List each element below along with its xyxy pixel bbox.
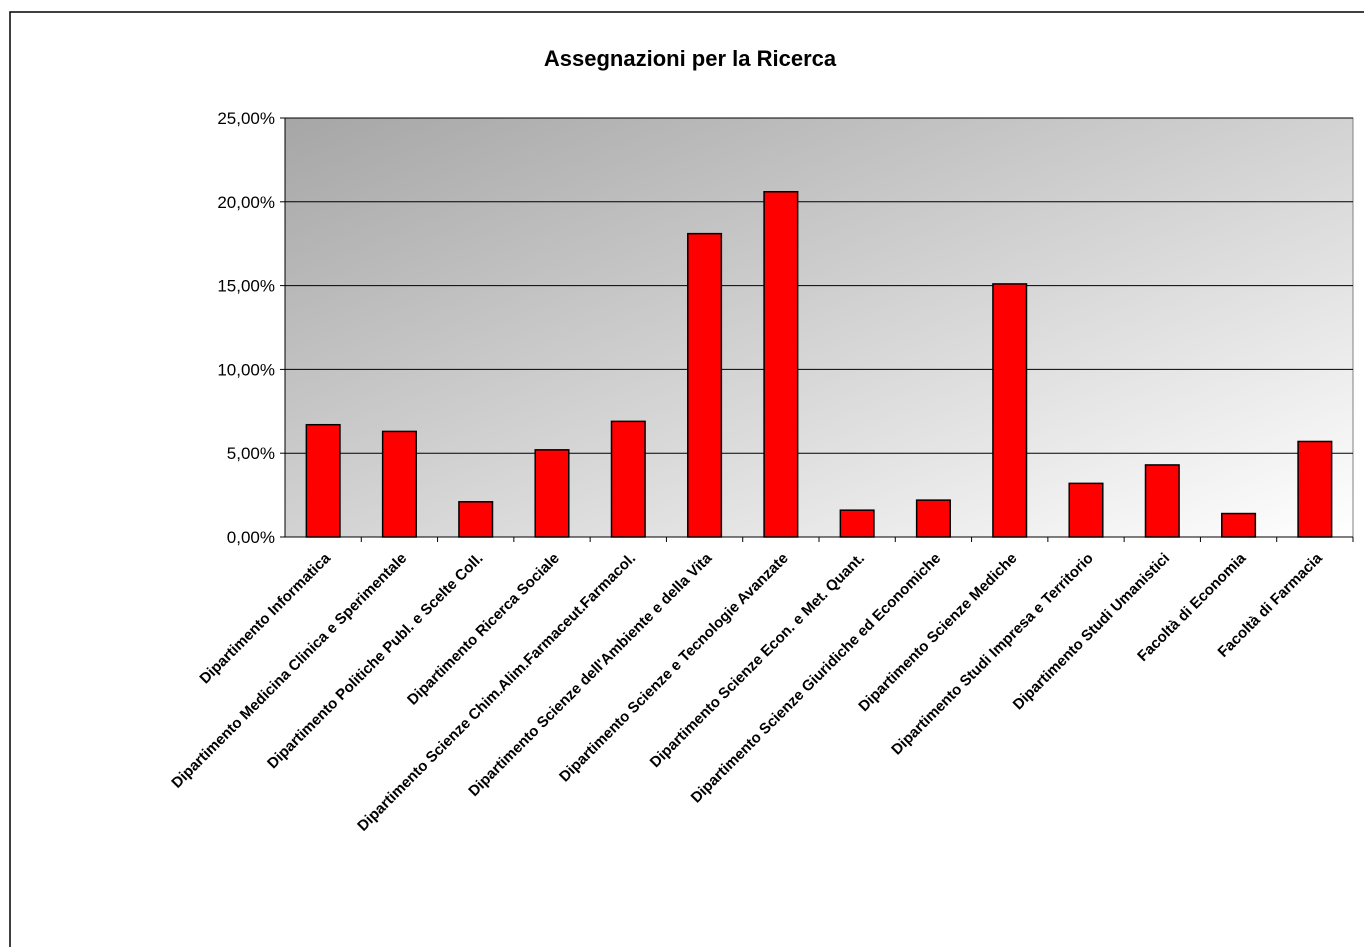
bar: [305, 423, 341, 538]
y-tick-label: 25,00%: [217, 109, 275, 128]
y-tick-label: 15,00%: [217, 277, 275, 296]
bar: [610, 420, 646, 538]
plot-area: [284, 117, 1354, 538]
bar: [992, 283, 1028, 538]
bar: [687, 232, 723, 538]
bar: [915, 499, 951, 538]
bar: [534, 449, 570, 538]
y-tick-label: 5,00%: [227, 444, 275, 463]
y-tick-label: 20,00%: [217, 193, 275, 212]
chart-title: Assegnazioni per la Ricerca: [544, 46, 837, 71]
bar: [458, 501, 494, 538]
y-tick-label: 0,00%: [227, 528, 275, 547]
bar: [1297, 440, 1333, 538]
bar: [1144, 464, 1180, 538]
y-tick-label: 10,00%: [217, 360, 275, 379]
bar: [839, 509, 875, 538]
bar: [1221, 512, 1257, 538]
bar: [1068, 482, 1104, 538]
bar: [763, 190, 799, 538]
bar: [381, 430, 417, 538]
